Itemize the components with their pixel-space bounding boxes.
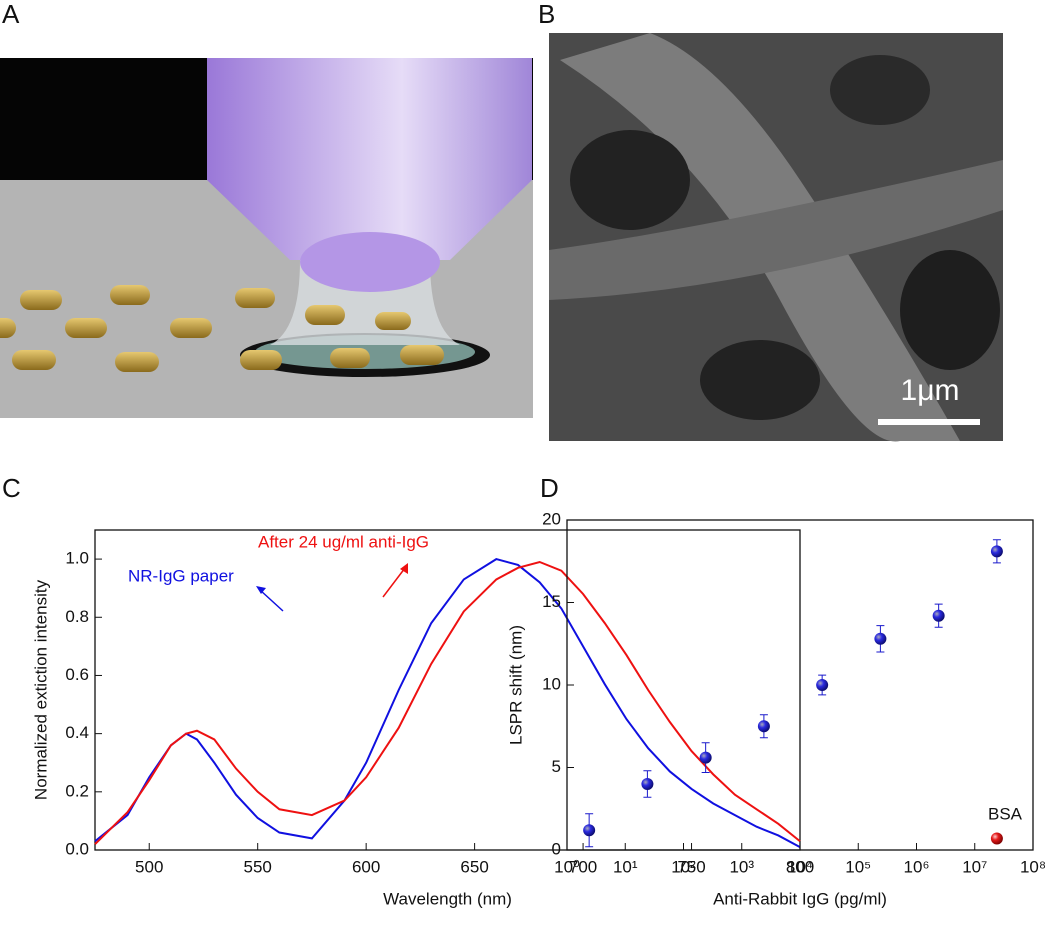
y-tick-label: 15 (542, 592, 561, 611)
y-tick-label: 10 (542, 674, 561, 693)
y-tick-label: 20 (542, 509, 561, 528)
x-tick-label: 500 (135, 857, 163, 876)
line (94, 558, 801, 848)
y-tick-label: 0.2 (65, 781, 89, 800)
plot-frame (94, 529, 801, 851)
x-tick-label: 800 (786, 857, 814, 876)
y-tick-label: 0 (552, 839, 561, 858)
y-tick-label: 0.6 (65, 665, 89, 684)
y-axis-label: Normalized extiction intensity (31, 579, 50, 800)
y-tick-label: 0.8 (65, 607, 89, 626)
x-tick-label: 10⁷ (962, 857, 987, 876)
arrows (256, 563, 408, 612)
point (583, 824, 596, 837)
x-tick-label: 10⁴ (787, 857, 813, 876)
x-tick-label: 10² (671, 857, 696, 876)
x-tick-label: 650 (460, 857, 488, 876)
point (641, 778, 654, 790)
x-tick-label: 700 (569, 857, 597, 876)
x-tick-label: 10⁸ (1020, 857, 1046, 876)
panel-label: D (540, 473, 559, 503)
point (990, 832, 1003, 845)
y-tick-label: 5 (552, 757, 561, 776)
x-tick-label: 550 (244, 857, 272, 876)
point (874, 632, 887, 645)
point (757, 720, 770, 733)
x-tick-label: 600 (352, 857, 380, 876)
y-tick-label: 1.0 (65, 549, 89, 568)
panel-label: B (538, 0, 555, 29)
point (990, 545, 1003, 558)
y-axis-label: LSPR shift (nm) (506, 625, 525, 745)
illustration (0, 58, 533, 418)
scale-label: 1μm (901, 374, 960, 407)
annotation: NR-IgG paper (128, 566, 234, 585)
annotation: BSA (988, 804, 1023, 823)
micrograph: 1μm (549, 33, 1003, 442)
x-axis-label: Anti-Rabbit IgG (pg/ml) (713, 889, 887, 908)
x-tick-label: 10⁵ (845, 857, 871, 876)
point (932, 609, 945, 622)
panel-label: A (2, 0, 20, 29)
y-tick-label: 0.4 (65, 723, 89, 742)
point (816, 679, 829, 691)
x-axis-label: Wavelength (nm) (383, 889, 512, 908)
x-tick-label: 10³ (729, 857, 754, 876)
x-tick-label: 750 (677, 857, 705, 876)
x-tick-label: 10¹ (613, 857, 638, 876)
x-tick-label: 10⁰ (554, 857, 580, 876)
panel-label: C (2, 473, 21, 503)
point (699, 751, 712, 764)
y-tick-label: 0.0 (65, 839, 89, 858)
x-tick-label: 10⁶ (904, 857, 930, 876)
annotation: After 24 ug/ml anti-IgG (258, 532, 429, 551)
line (94, 560, 801, 845)
